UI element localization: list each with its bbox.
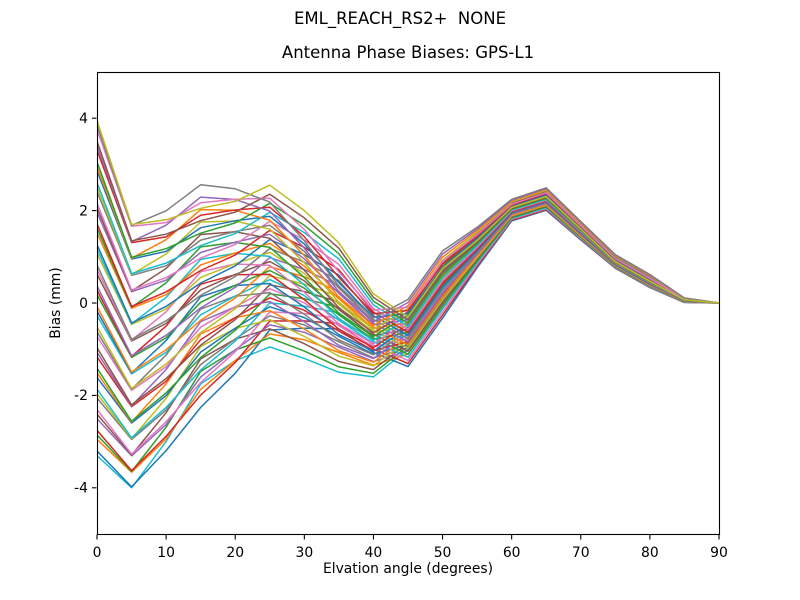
x-tick-label: 30 bbox=[295, 545, 313, 561]
y-tick-label: -4 bbox=[74, 481, 88, 497]
axes-frame bbox=[96, 71, 721, 536]
x-tick-label: 10 bbox=[157, 545, 175, 561]
x-tick-label: 90 bbox=[710, 545, 728, 561]
figure-suptitle: EML_REACH_RS2+ NONE bbox=[293, 9, 507, 28]
x-axis-ticks: 0 10 20 30 40 50 60 70 80 90 bbox=[93, 534, 728, 561]
x-tick-label: 40 bbox=[365, 545, 383, 561]
y-tick-label: -2 bbox=[74, 388, 88, 404]
x-axis-label: Elvation angle (degrees) bbox=[322, 561, 494, 577]
x-tick-label: 50 bbox=[434, 545, 452, 561]
x-tick-label: 60 bbox=[503, 545, 521, 561]
x-tick-label: 80 bbox=[641, 545, 659, 561]
y-tick-label: 4 bbox=[79, 111, 88, 127]
bias-line bbox=[97, 124, 719, 319]
y-axis-ticks: -4 -2 0 2 4 bbox=[74, 111, 97, 497]
bias-line-series bbox=[97, 119, 719, 489]
y-tick-label: 0 bbox=[79, 296, 88, 312]
x-tick-label: 20 bbox=[226, 545, 244, 561]
axes-title: Antenna Phase Biases: GPS-L1 bbox=[281, 43, 535, 62]
bias-line bbox=[97, 140, 719, 321]
bias-line bbox=[97, 119, 719, 318]
bias-line bbox=[97, 144, 719, 323]
x-tick-label: 0 bbox=[93, 545, 102, 561]
x-tick-label: 70 bbox=[572, 545, 590, 561]
y-tick-label: 2 bbox=[79, 203, 88, 219]
bias-line bbox=[97, 128, 719, 311]
